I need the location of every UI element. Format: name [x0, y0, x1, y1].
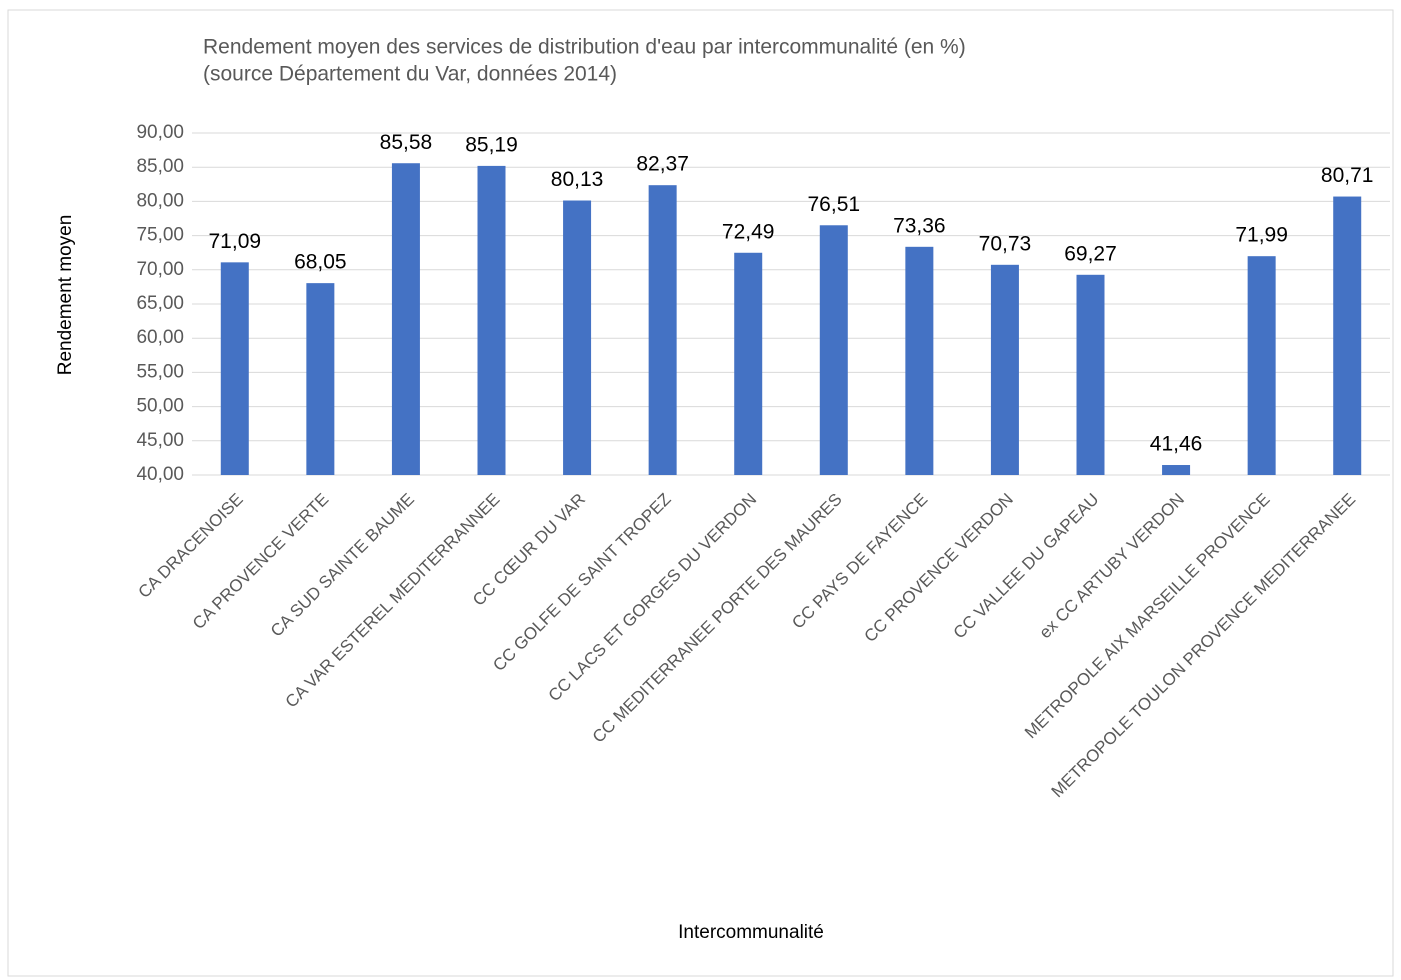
y-tick-label: 70,00	[136, 259, 184, 280]
bar	[477, 165, 506, 476]
y-tick-label: 65,00	[136, 293, 184, 314]
bar	[734, 252, 763, 475]
data-label: 76,51	[808, 193, 861, 216]
y-tick-label: 45,00	[136, 430, 184, 451]
data-label: 71,99	[1235, 224, 1288, 247]
bar	[1333, 196, 1362, 476]
y-tick-label: 85,00	[136, 156, 184, 177]
data-label: 68,05	[294, 251, 347, 274]
data-label: 41,46	[1150, 433, 1203, 456]
bar	[819, 225, 848, 475]
bar	[990, 264, 1019, 475]
bar	[1076, 274, 1105, 475]
y-tick-label: 55,00	[136, 361, 184, 382]
data-label: 80,71	[1321, 164, 1374, 187]
bar	[391, 163, 420, 476]
bar	[306, 283, 335, 475]
y-axis-label: Rendement moyen	[55, 215, 76, 376]
data-label: 70,73	[979, 232, 1032, 255]
y-tick-label: 75,00	[136, 225, 184, 246]
data-label: 72,49	[722, 220, 775, 243]
y-tick-label: 90,00	[136, 122, 184, 143]
bar	[1162, 465, 1191, 475]
data-label: 73,36	[893, 214, 946, 237]
data-label: 71,09	[209, 230, 262, 253]
bar	[1247, 256, 1276, 475]
data-label: 82,37	[636, 153, 689, 176]
y-tick-label: 60,00	[136, 327, 184, 348]
bar	[563, 200, 592, 475]
y-tick-label: 40,00	[136, 464, 184, 485]
bar	[220, 262, 249, 475]
data-label: 85,19	[465, 133, 518, 156]
chart-frame	[7, 9, 1394, 977]
data-label: 80,13	[551, 168, 604, 191]
bar	[648, 185, 677, 475]
bar	[905, 246, 934, 475]
x-axis-label: Intercommunalité	[678, 922, 824, 943]
y-tick-label: 80,00	[136, 190, 184, 211]
data-label: 69,27	[1064, 242, 1117, 265]
chart-subtitle: (source Département du Var, données 2014…	[203, 63, 617, 86]
chart-title: Rendement moyen des services de distribu…	[203, 36, 966, 59]
y-tick-label: 50,00	[136, 396, 184, 417]
data-label: 85,58	[380, 131, 433, 154]
